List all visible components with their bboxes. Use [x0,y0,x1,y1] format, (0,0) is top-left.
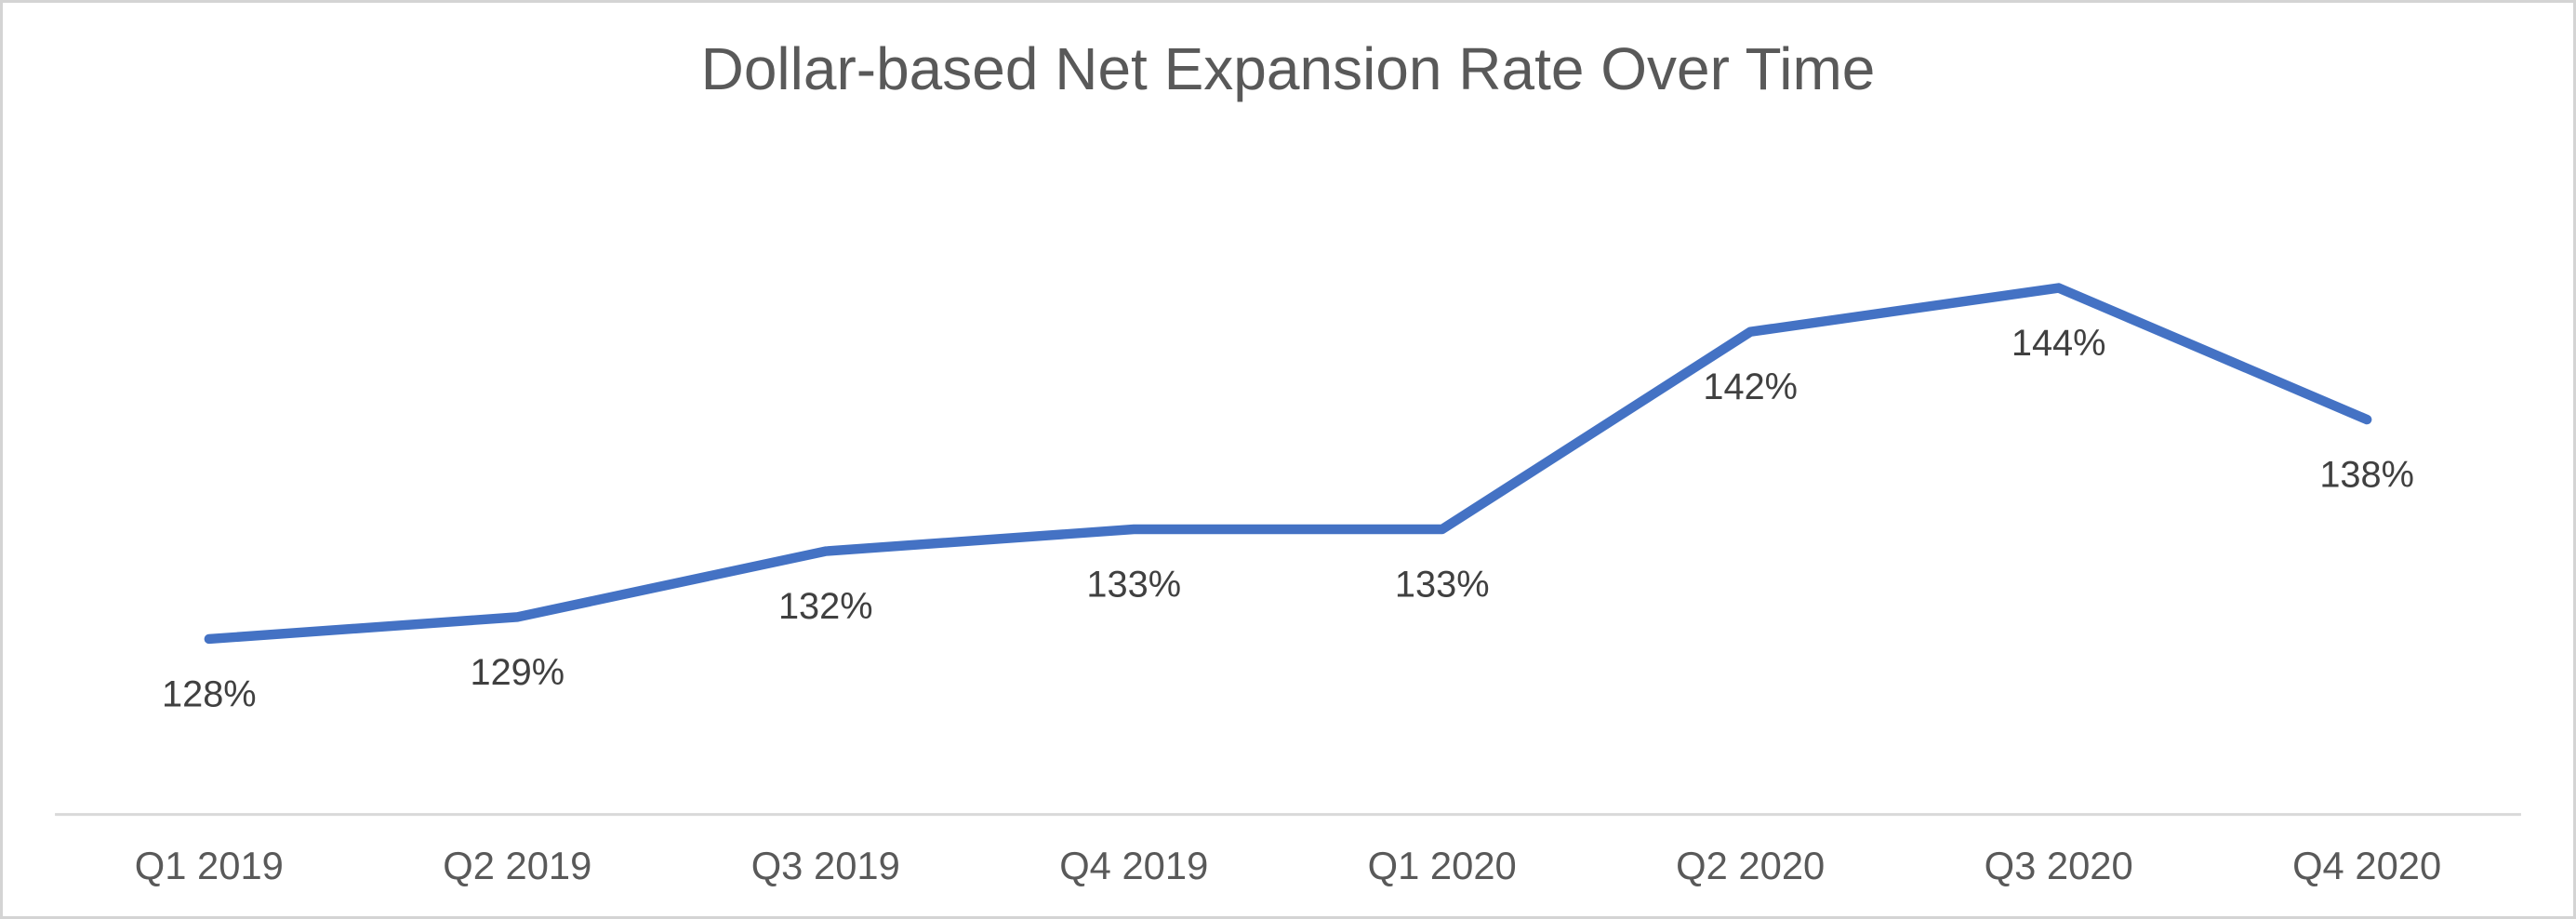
x-tick-label: Q2 2020 [1676,844,1825,887]
x-tick-label: Q1 2019 [135,844,284,887]
data-label: 128% [162,674,257,715]
series-line [204,283,2372,645]
data-label: 132% [778,586,873,627]
data-label: 133% [1395,565,1490,606]
x-tick-label: Q3 2019 [751,844,900,887]
data-label: 144% [2012,323,2106,364]
data-label: 138% [2319,455,2414,496]
line-chart: 128% 129% 132% 133% 133% 142% 144% 138% Q1 2019 Q… [55,283,2521,887]
x-tick-label: Q1 2020 [1368,844,1517,887]
x-tick-label: Q4 2020 [2292,844,2441,887]
x-tick-label: Q3 2020 [1985,844,2133,887]
x-tick-label: Q2 2019 [443,844,591,887]
x-tick-label: Q4 2019 [1059,844,1208,887]
chart-title: Dollar-based Net Expansion Rate Over Tim… [700,35,1876,102]
data-label: 129% [470,652,564,693]
data-label: 133% [1086,565,1181,606]
data-label: 142% [1703,366,1798,407]
